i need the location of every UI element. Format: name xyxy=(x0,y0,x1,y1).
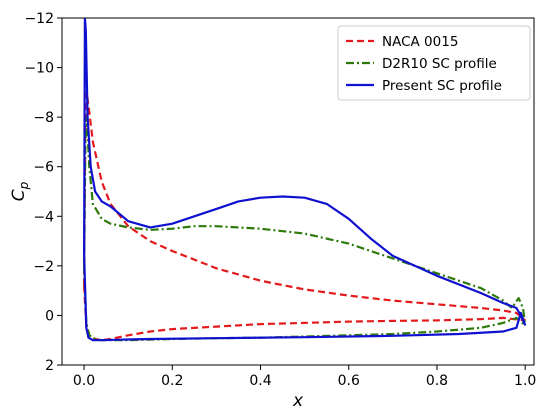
plot-frame xyxy=(61,17,535,366)
x-ticks: 0.0 0.2 0.4 0.6 0.8 1.0 xyxy=(73,365,536,389)
y-axis-label-main: C xyxy=(9,189,29,201)
x-tick-label: 0.4 xyxy=(249,373,271,389)
x-tick-label: 1.0 xyxy=(514,373,536,389)
y-tick-label: 0 xyxy=(45,308,54,324)
legend-label-present-sc-profile: Present SC profile xyxy=(382,78,502,94)
plot-series xyxy=(83,18,527,342)
series-present-sc-profile-lower-line xyxy=(83,253,527,342)
y-tick-label: 2 xyxy=(45,358,54,374)
y-axis-label-subscript: p xyxy=(17,181,31,190)
series-present-sc-profile-upper-line xyxy=(83,18,527,326)
legend: NACA 0015 D2R10 SC profile Present SC prof… xyxy=(337,25,531,101)
x-axis-label: x xyxy=(292,391,304,411)
x-tick-label: 0.8 xyxy=(426,373,448,389)
legend-label-naca-0015: NACA 0015 xyxy=(382,34,458,50)
x-tick-label: 0.2 xyxy=(161,373,183,389)
y-tick-label: −4 xyxy=(33,209,54,225)
x-tick-label: 0.0 xyxy=(73,373,95,389)
y-tick-label: −12 xyxy=(24,11,54,27)
x-tick-label: 0.6 xyxy=(338,373,360,389)
y-tick-label: −2 xyxy=(33,259,54,275)
series-naca-0015-upper-line xyxy=(83,91,526,322)
legend-box xyxy=(337,25,531,101)
y-ticks: −12 −10 −8 −6 −4 −2 0 2 xyxy=(24,11,62,374)
legend-label-d2r10-sc-profile: D2R10 SC profile xyxy=(382,56,497,72)
y-tick-label: −6 xyxy=(33,160,54,176)
y-axis-label: Cp xyxy=(9,181,31,201)
y-tick-label: −8 xyxy=(33,110,54,126)
y-tick-label: −10 xyxy=(24,61,54,77)
